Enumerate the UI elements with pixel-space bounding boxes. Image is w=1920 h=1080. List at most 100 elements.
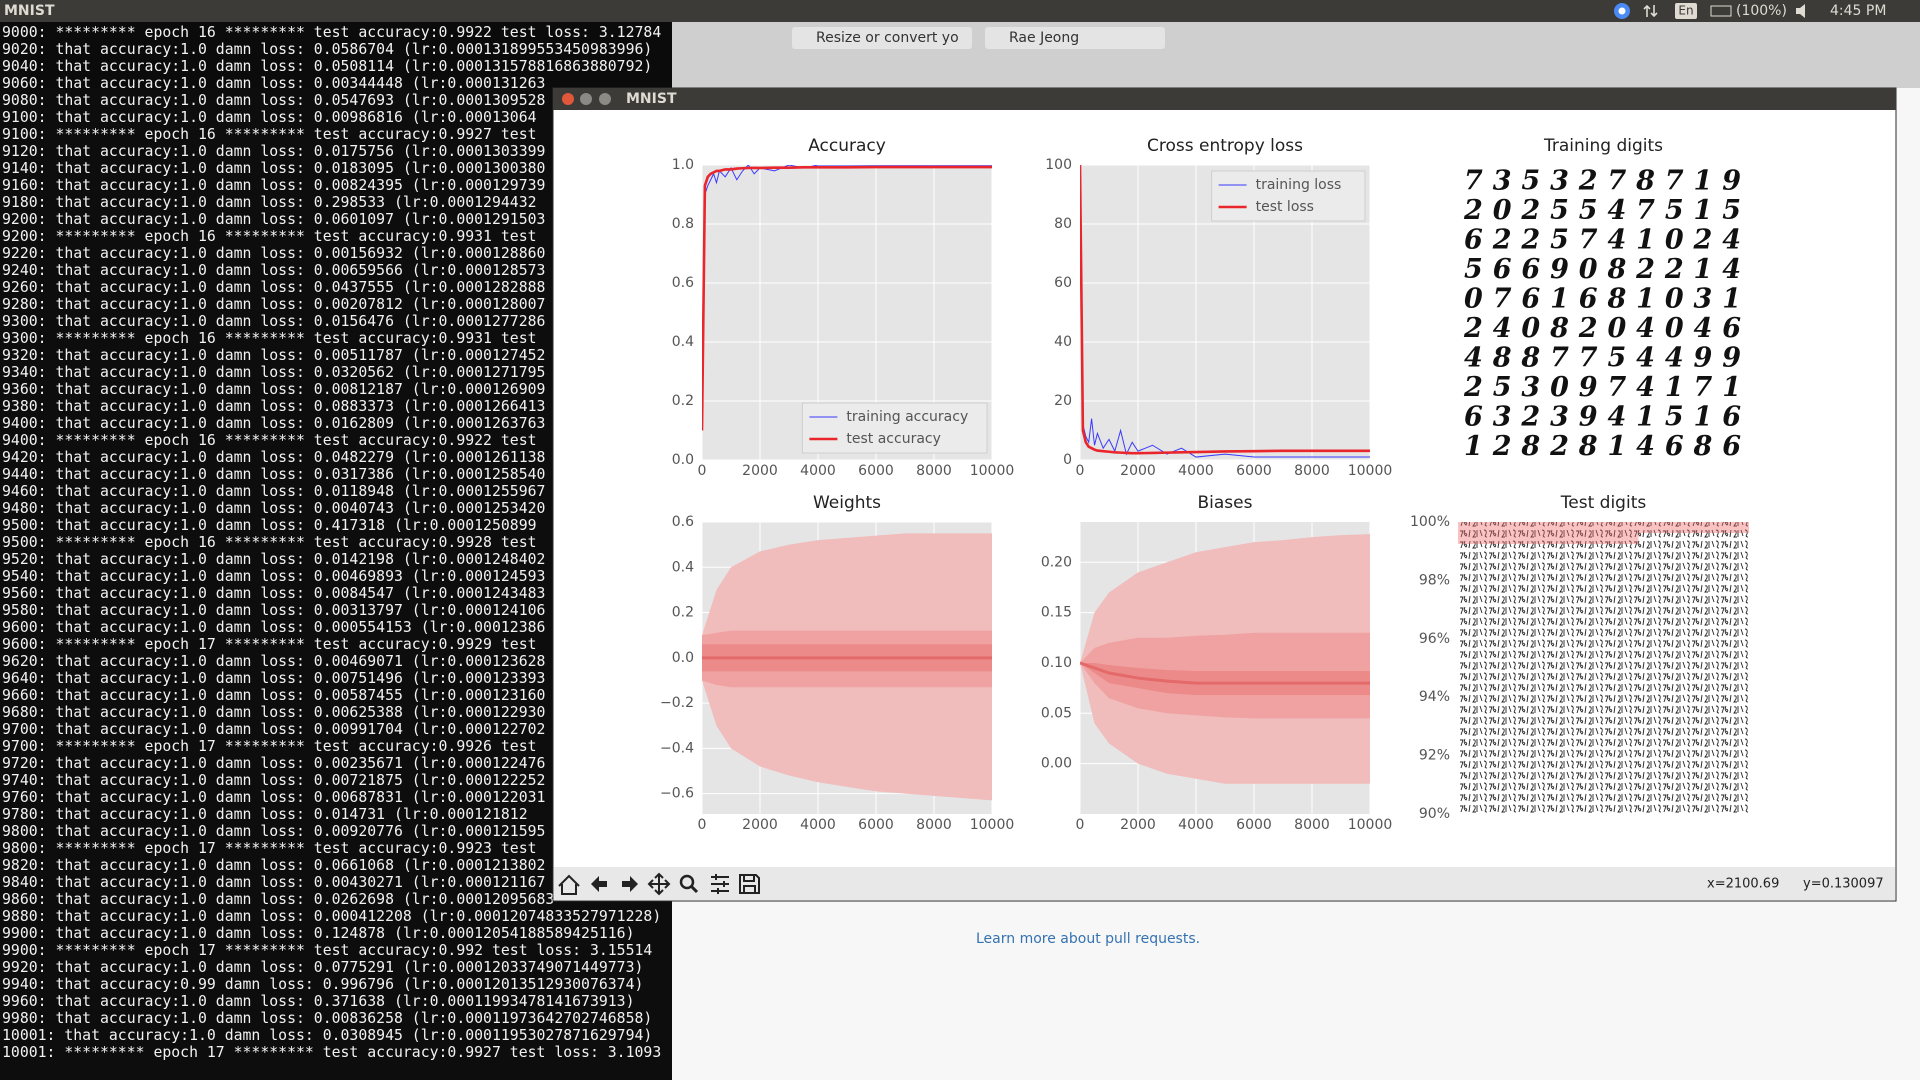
close-button[interactable] [562, 93, 574, 105]
terminal-line: 9560: that accuracy:1.0 damn loss: 0.008… [2, 585, 545, 602]
network-icon[interactable] [1643, 4, 1658, 18]
configure-button[interactable] [711, 874, 729, 894]
terminal-line: 9580: that accuracy:1.0 damn loss: 0.003… [2, 602, 545, 619]
terminal-line: 9840: that accuracy:1.0 damn loss: 0.004… [2, 874, 545, 891]
chart-title: Weights [813, 493, 881, 513]
y-tick-label: 0.15 [1041, 605, 1072, 621]
chrome-icon[interactable] [1618, 7, 1626, 15]
legend-label: test accuracy [846, 431, 941, 447]
y-tick-label: 0.10 [1041, 655, 1072, 671]
terminal-line: 10001: that accuracy:1.0 damn loss: 0.03… [2, 1027, 652, 1044]
terminal-line: 9540: that accuracy:1.0 damn loss: 0.004… [2, 568, 545, 585]
tab-title[interactable]: Resize or convert yo [816, 30, 959, 46]
save-button[interactable] [739, 874, 760, 894]
x-tick-label: 10000 [970, 817, 1015, 833]
terminal-line: 9780: that accuracy:1.0 damn loss: 0.014… [2, 806, 528, 823]
x-tick-label: 6000 [858, 817, 894, 833]
minimize-button[interactable] [580, 93, 592, 105]
terminal-line: 10001: ********* epoch 17 ********* test… [2, 1044, 661, 1061]
terminal-line: 9320: that accuracy:1.0 damn loss: 0.005… [2, 347, 545, 364]
terminal-line: 9140: that accuracy:1.0 damn loss: 0.018… [2, 160, 545, 177]
y-tick-label: −0.4 [660, 740, 694, 756]
forward-button[interactable] [622, 876, 638, 892]
legend-label: training accuracy [846, 409, 968, 425]
y-tick-label: 0.6 [672, 275, 694, 291]
maximize-button[interactable] [599, 93, 611, 105]
x-tick-label: 4000 [1178, 817, 1214, 833]
terminal-line: 9280: that accuracy:1.0 damn loss: 0.002… [2, 296, 545, 313]
app-title: MNIST [4, 3, 55, 19]
legend-label: training loss [1256, 177, 1342, 193]
clock[interactable]: 4:45 PM [1830, 3, 1886, 19]
status-y: y=0.130097 [1803, 877, 1884, 892]
y-tick-label: 0.20 [1041, 554, 1072, 570]
x-tick-label: 6000 [1236, 817, 1272, 833]
chart-title: Accuracy [808, 136, 886, 156]
tab-title[interactable]: Rae Jeong [1009, 30, 1079, 46]
zoom-button[interactable] [689, 884, 699, 894]
y-tick-label: 90% [1419, 806, 1450, 822]
terminal-line: 9200: that accuracy:1.0 damn loss: 0.060… [2, 211, 545, 228]
zoom-button[interactable] [679, 874, 695, 890]
terminal-line: 9980: that accuracy:1.0 damn loss: 0.008… [2, 1010, 652, 1027]
volume-icon[interactable] [1796, 4, 1805, 18]
terminal-line: 9240: that accuracy:1.0 damn loss: 0.006… [2, 262, 545, 279]
terminal-line: 9100: ********* epoch 16 ********* test … [2, 126, 537, 143]
legend-label: test loss [1256, 199, 1314, 215]
x-tick-label: 8000 [916, 817, 952, 833]
data-line [702, 165, 992, 431]
x-tick-label: 10000 [1348, 463, 1393, 479]
pan-button[interactable] [647, 872, 671, 896]
window-title: MNIST [626, 91, 677, 107]
x-tick-label: 4000 [800, 817, 836, 833]
terminal-line: 9720: that accuracy:1.0 damn loss: 0.002… [2, 755, 545, 772]
terminal-line: 9600: ********* epoch 17 ********* test … [2, 636, 537, 653]
y-tick-label: 1.0 [672, 157, 694, 173]
battery-icon[interactable] [1710, 5, 1732, 17]
y-tick-label: 0.8 [672, 216, 694, 232]
terminal-line: 9400: ********* epoch 16 ********* test … [2, 432, 537, 449]
terminal-line: 9740: that accuracy:1.0 damn loss: 0.007… [2, 772, 545, 789]
terminal-line: 9800: ********* epoch 17 ********* test … [2, 840, 537, 857]
terminal-line: 9120: that accuracy:1.0 damn loss: 0.017… [2, 143, 545, 160]
toolbar [554, 867, 1895, 900]
language[interactable]: En [1678, 4, 1693, 18]
legend-box [801, 402, 988, 454]
link[interactable]: Learn more about pull requests. [976, 931, 1200, 947]
status-x: x=2100.69 [1707, 877, 1779, 892]
terminal-line: 9360: that accuracy:1.0 damn loss: 0.008… [2, 381, 545, 398]
terminal-line: 9500: that accuracy:1.0 damn loss: 0.417… [2, 517, 537, 534]
y-tick-label: −0.2 [660, 695, 694, 711]
battery[interactable]: (100%) [1736, 3, 1787, 19]
x-tick-label: 0 [1076, 817, 1085, 833]
top-bar [0, 0, 1920, 22]
chart-title: Cross entropy loss [1147, 136, 1303, 156]
x-tick-label: 4000 [1178, 463, 1214, 479]
terminal-line: 9700: ********* epoch 17 ********* test … [2, 738, 537, 755]
y-tick-label: −0.6 [660, 786, 694, 802]
x-tick-label: 2000 [742, 463, 778, 479]
terminal-line: 9520: that accuracy:1.0 damn loss: 0.014… [2, 551, 545, 568]
x-tick-label: 4000 [800, 463, 836, 479]
y-tick-label: 80 [1054, 216, 1072, 232]
terminal-line: 9900: that accuracy:1.0 damn loss: 0.124… [2, 925, 635, 942]
terminal-line: 9900: ********* epoch 17 ********* test … [2, 942, 652, 959]
terminal-line: 9040: that accuracy:1.0 damn loss: 0.050… [2, 58, 652, 75]
x-tick-label: 0 [698, 463, 707, 479]
y-tick-label: 92% [1419, 748, 1450, 764]
x-tick-label: 10000 [970, 463, 1015, 479]
browser-tab[interactable] [792, 27, 972, 49]
terminal-line: 9820: that accuracy:1.0 damn loss: 0.066… [2, 857, 545, 874]
y-tick-label: 0 [1063, 452, 1072, 468]
home-button[interactable] [558, 874, 580, 895]
browser-tab[interactable] [985, 27, 1165, 49]
y-tick-label: 0.4 [672, 334, 694, 350]
data-line [702, 165, 992, 431]
language-badge[interactable] [1675, 3, 1697, 19]
back-button[interactable] [591, 876, 607, 892]
terminal-line: 9680: that accuracy:1.0 damn loss: 0.006… [2, 704, 545, 721]
legend-box [1211, 170, 1366, 222]
y-tick-label: 0.00 [1041, 756, 1072, 772]
